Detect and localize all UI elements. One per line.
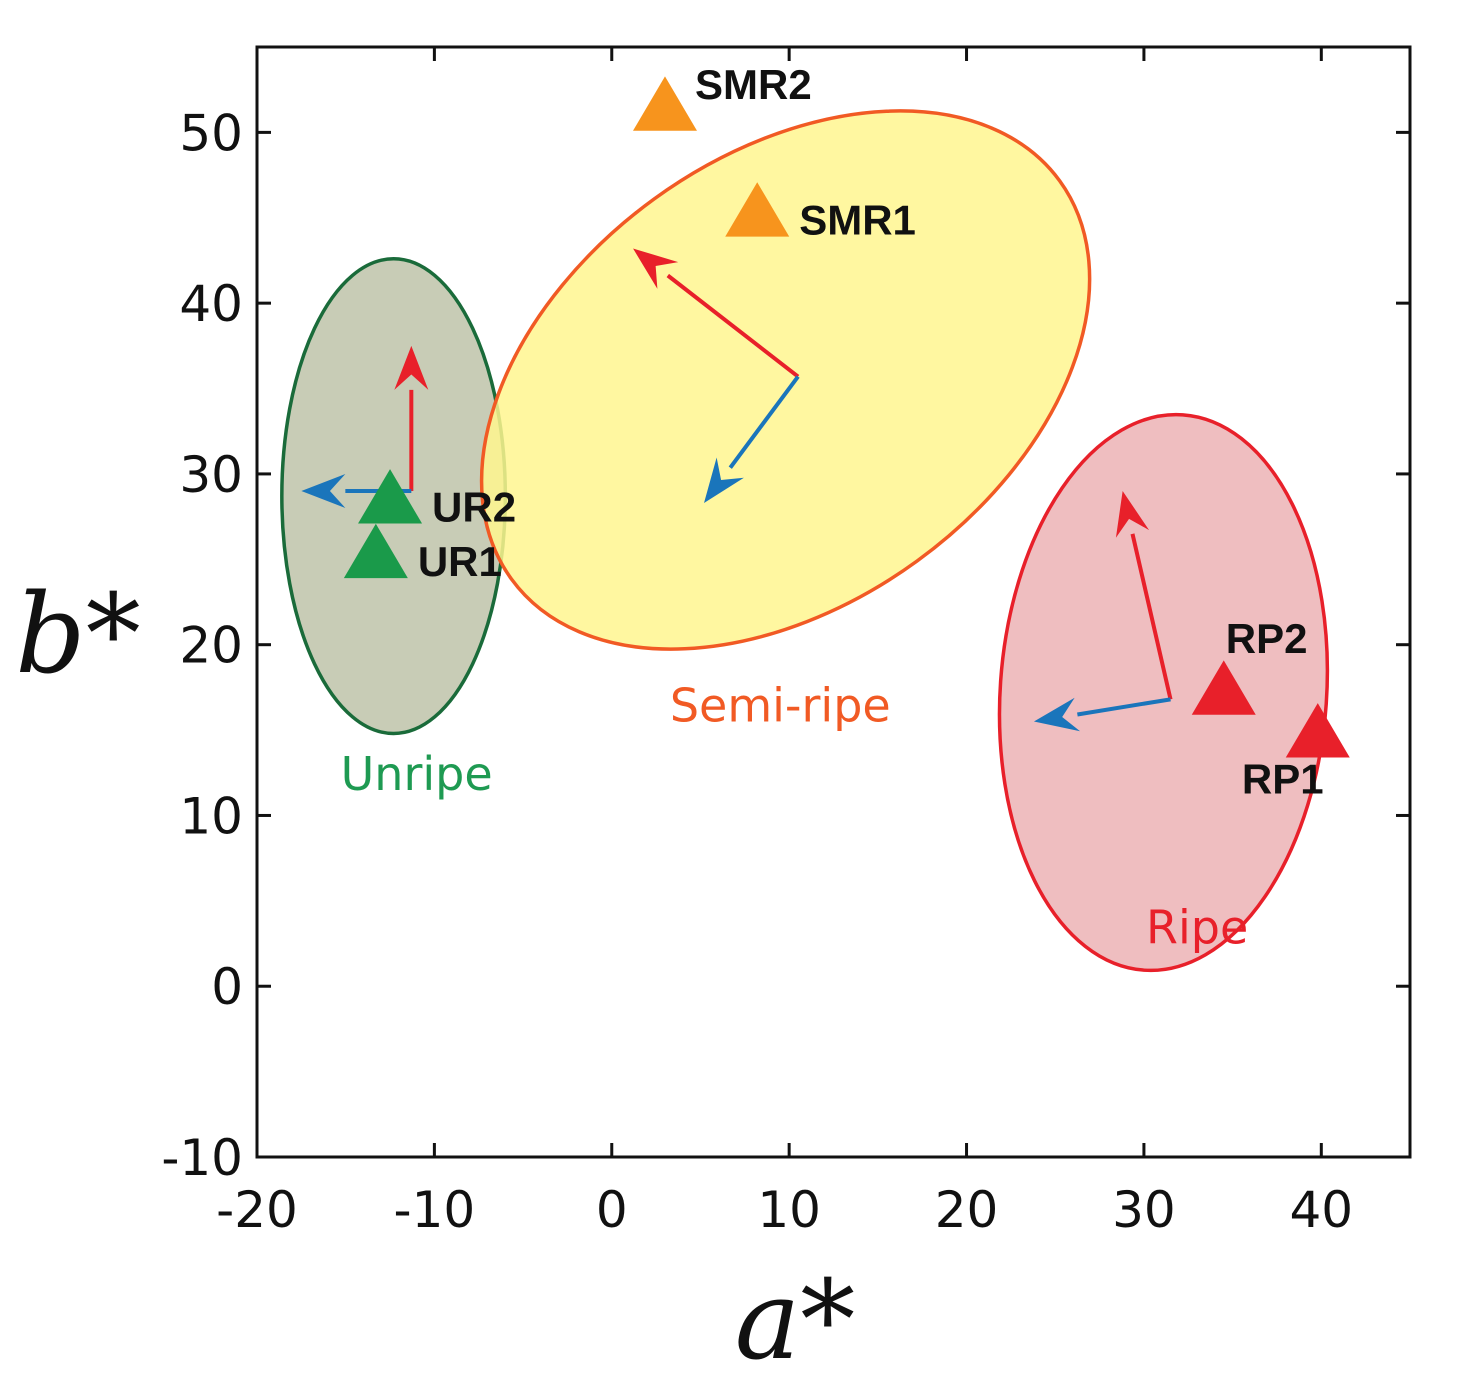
labels: Unripe Semi-ripe Ripe UR2 UR1 SMR2 SMR1 RP2 RP1 [341,61,1324,955]
point-label-ur2: UR2 [432,484,516,531]
cluster-label-semi-ripe: Semi-ripe [670,679,891,733]
y-tick-label: 50 [179,104,243,162]
point-label-rp1: RP1 [1242,755,1324,802]
x-tick-label: 0 [596,1181,628,1239]
point-label-smr1: SMR1 [799,197,916,244]
point-smr2 [632,76,697,131]
cluster-label-unripe: Unripe [341,747,493,801]
x-tick-label: -20 [216,1181,298,1239]
y-tick-label: -10 [161,1129,243,1187]
y-tick-label: 20 [179,617,243,675]
data-points [343,76,1350,758]
pca-arrow-head [394,345,429,390]
point-smr1 [725,182,790,237]
x-axis-title: a* [735,1256,856,1382]
pca-arrow-shaft [1130,533,1173,700]
x-tick-label: 40 [1289,1181,1353,1239]
y-tick-label: 0 [211,958,243,1016]
cluster-ellipse-ripe [997,412,1330,973]
x-tick-label: 20 [935,1181,999,1239]
pca-arrow-head [704,457,744,503]
pca-arrow-head [1033,697,1081,732]
point-ur2 [358,469,423,524]
pca-arrow-head [301,474,346,508]
x-tick-label: 10 [757,1181,821,1239]
pca-arrow-head [1115,491,1150,538]
pca-arrow-shaft [728,375,800,469]
y-tick-label: 40 [179,275,243,333]
cluster-ellipse-semi-ripe [479,109,1092,651]
pca-arrow-shaft [666,273,800,379]
point-rp1 [1285,703,1350,758]
point-label-smr2: SMR2 [695,61,812,108]
pca-arrow-head [633,248,679,289]
cluster-ellipses [280,109,1330,973]
pca-arrow-shaft [1077,697,1171,717]
x-tick-label: 30 [1112,1181,1176,1239]
x-tick-label: -10 [394,1181,476,1239]
point-ur1 [343,523,408,579]
plot-frame [255,45,1412,1159]
cluster-label-ripe: Ripe [1146,901,1248,955]
point-label-rp2: RP2 [1226,615,1308,662]
point-label-ur1: UR1 [418,538,502,585]
point-rp2 [1191,660,1256,715]
y-axis-title: b* [15,570,140,698]
y-tick-label: 10 [179,787,243,845]
y-tick-label: 30 [179,446,243,504]
